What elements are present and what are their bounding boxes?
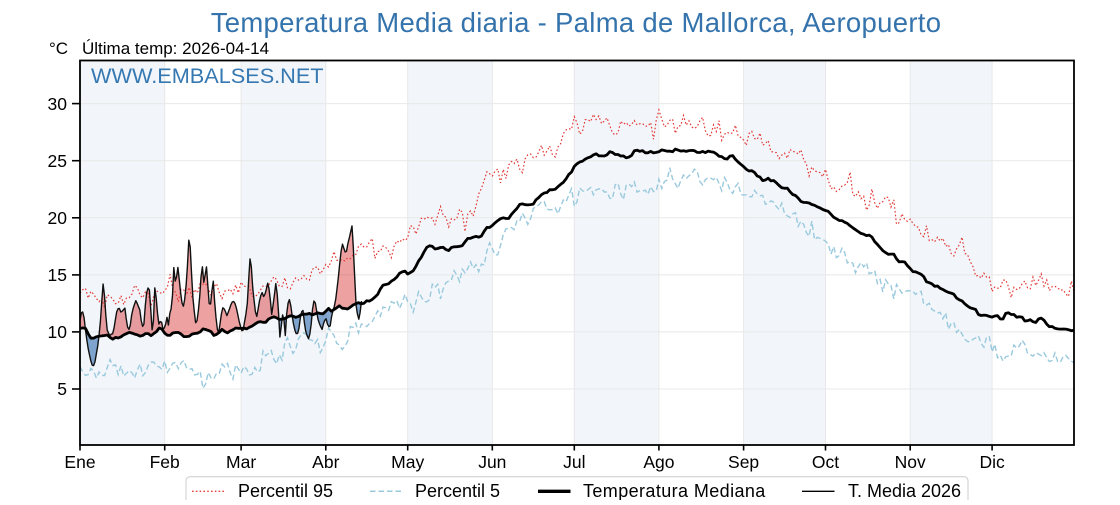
svg-text:Percentil 95: Percentil 95 [238,481,333,500]
svg-text:Oct: Oct [812,452,839,472]
svg-text:Jun: Jun [478,452,506,472]
svg-text:May: May [391,452,424,472]
svg-text:WWW.EMBALSES.NET: WWW.EMBALSES.NET [91,63,324,88]
svg-text:Dic: Dic [979,452,1005,472]
svg-text:5: 5 [57,379,67,399]
svg-text:Feb: Feb [150,452,180,472]
svg-text:Ago: Ago [643,452,674,472]
svg-text:Abr: Abr [312,452,339,472]
svg-text:Sep: Sep [728,452,759,472]
svg-text:15: 15 [48,265,67,285]
svg-text:Mar: Mar [226,452,256,472]
svg-text:Nov: Nov [895,452,926,472]
svg-text:Temperatura Mediana: Temperatura Mediana [583,481,766,500]
svg-text:T. Media 2026: T. Media 2026 [848,481,961,500]
svg-text:20: 20 [48,208,68,228]
svg-text:10: 10 [48,322,68,342]
svg-text:°C: °C [49,39,68,58]
svg-text:Percentil 5: Percentil 5 [415,481,500,500]
svg-text:Última temp: 2026-04-14: Última temp: 2026-04-14 [82,39,269,58]
svg-text:Temperatura Media diaria - Pal: Temperatura Media diaria - Palma de Mall… [211,7,942,38]
svg-text:30: 30 [48,94,68,114]
svg-text:Ene: Ene [64,452,95,472]
svg-text:Jul: Jul [563,452,585,472]
svg-text:25: 25 [48,151,67,171]
